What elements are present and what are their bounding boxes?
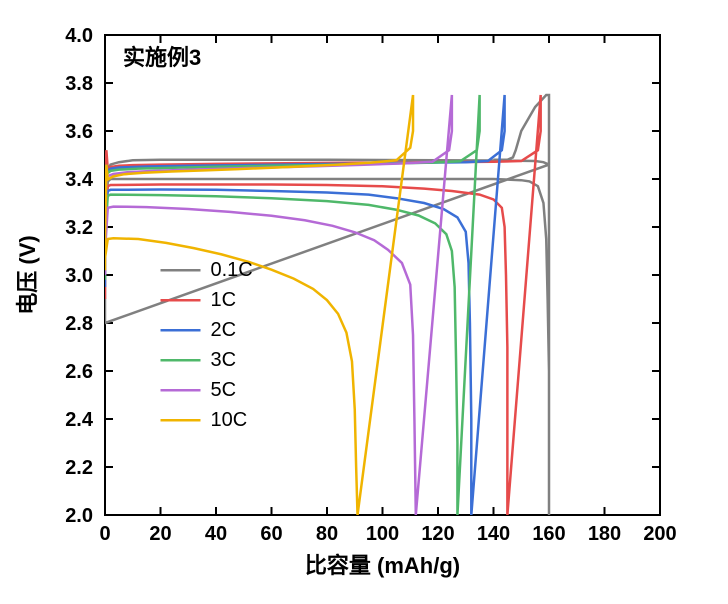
x-tick-label: 140	[477, 523, 510, 545]
chart-annotation: 实施例3	[123, 45, 201, 70]
y-tick-label: 2.0	[65, 505, 93, 527]
chart-background	[0, 0, 728, 604]
y-tick-label: 3.6	[65, 121, 93, 143]
x-tick-label: 180	[588, 523, 621, 545]
x-tick-label: 0	[99, 523, 110, 545]
x-tick-label: 200	[643, 523, 676, 545]
legend-label-0.1C: 0.1C	[211, 259, 253, 281]
x-tick-label: 20	[149, 523, 171, 545]
y-tick-label: 2.6	[65, 361, 93, 383]
x-tick-label: 160	[532, 523, 565, 545]
y-tick-label: 2.4	[65, 409, 94, 431]
y-tick-label: 3.8	[65, 73, 93, 95]
x-tick-label: 100	[366, 523, 399, 545]
x-tick-label: 40	[205, 523, 227, 545]
chart-container: 0 20 40 60 80 100 120 140 160 180 200 2.0 2.2 2.4 2.6 2…	[0, 0, 728, 604]
x-axis-title: 比容量 (mAh/g)	[305, 553, 460, 578]
y-tick-label: 3.4	[65, 169, 94, 191]
y-tick-label: 4.0	[65, 25, 93, 47]
legend-label-5C: 5C	[211, 379, 237, 401]
y-axis-title: 电压 (V)	[15, 235, 40, 314]
y-tick-label: 3.0	[65, 265, 93, 287]
y-tick-label: 2.8	[65, 313, 93, 335]
legend-label-2C: 2C	[211, 319, 237, 341]
x-tick-label: 80	[316, 523, 338, 545]
x-tick-label: 60	[260, 523, 282, 545]
legend-label-3C: 3C	[211, 349, 237, 371]
y-tick-label: 3.2	[65, 217, 93, 239]
legend-label-10C: 10C	[211, 409, 248, 431]
chart-svg: 0 20 40 60 80 100 120 140 160 180 200 2.0 2.2 2.4 2.6 2…	[0, 0, 728, 604]
y-tick-label: 2.2	[65, 457, 93, 479]
legend-label-1C: 1C	[211, 289, 237, 311]
x-tick-label: 120	[421, 523, 454, 545]
